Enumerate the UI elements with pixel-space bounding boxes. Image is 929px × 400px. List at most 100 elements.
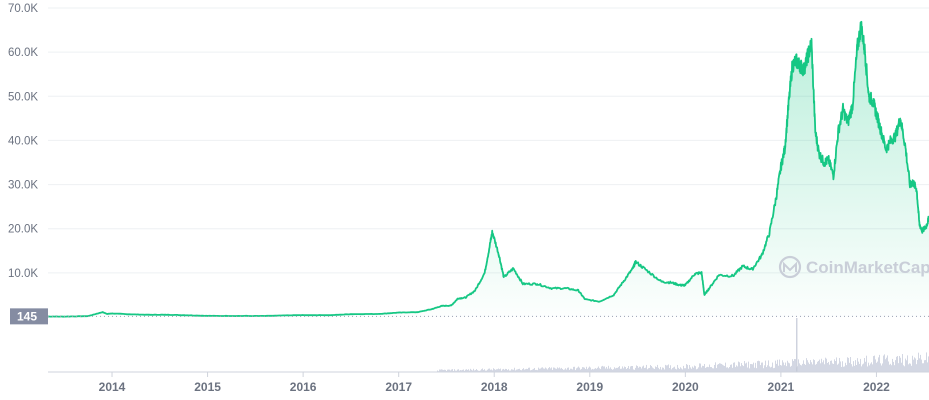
volume-bar (712, 368, 713, 372)
volume-bar (590, 367, 591, 372)
volume-bar (491, 369, 492, 372)
volume-bar (555, 368, 556, 372)
volume-bar (702, 365, 703, 372)
data-point (491, 231, 494, 233)
volume-bar (582, 367, 583, 372)
volume-bar (530, 370, 531, 372)
volume-bar (879, 354, 880, 372)
data-point (803, 69, 805, 71)
volume-bar (745, 363, 746, 372)
volume-bar (616, 367, 617, 372)
volume-bar (730, 364, 731, 372)
volume-bar (452, 369, 453, 372)
volume-bar (627, 367, 628, 372)
data-point (741, 265, 744, 268)
volume-bar (695, 366, 696, 372)
volume-bar (904, 366, 905, 372)
volume-bar (591, 369, 592, 372)
volume-bar (671, 369, 672, 372)
volume-bar (461, 370, 462, 372)
volume-bar (749, 368, 750, 372)
volume-bar (700, 363, 701, 372)
data-point (851, 104, 854, 106)
volume-bar (660, 366, 661, 372)
x-tick-label: 2021 (768, 380, 795, 394)
data-point (912, 181, 914, 184)
volume-bar (538, 367, 539, 372)
volume-bar (786, 366, 787, 372)
volume-bar (731, 364, 732, 372)
volume-bar (481, 369, 482, 372)
volume-bar (520, 369, 521, 372)
data-point (864, 51, 866, 53)
volume-bar (594, 368, 595, 372)
volume-bar (629, 368, 630, 372)
volume-bar (561, 367, 562, 372)
volume-bar (820, 363, 821, 372)
volume-bar (666, 365, 667, 372)
volume-bar (703, 365, 704, 372)
data-point (187, 314, 190, 317)
volume-bar (866, 355, 867, 372)
volume-bar (572, 369, 573, 372)
coinmarketcap-logo-mark (783, 261, 797, 272)
volume-bar (855, 360, 856, 372)
data-point (787, 104, 790, 106)
volume-bar (706, 367, 707, 372)
volume-bar (799, 363, 800, 372)
volume-bar (891, 365, 892, 372)
volume-bar (604, 366, 605, 372)
volume-bar (571, 368, 572, 372)
volume-bar (628, 365, 629, 372)
volume-bar (913, 359, 914, 372)
volume-bar (710, 367, 711, 372)
volume-bar (860, 358, 861, 372)
volume-bar (559, 367, 560, 372)
volume-bar (566, 369, 567, 372)
volume-bar (776, 363, 777, 372)
volume-bar (816, 363, 817, 372)
volume-bar (902, 354, 903, 372)
volume-bar (763, 368, 764, 372)
volume-bar (926, 352, 927, 372)
volume-bar (741, 363, 742, 372)
volume-bar (516, 369, 517, 372)
volume-bar (457, 369, 458, 372)
volume-bar (498, 368, 499, 372)
volume-bar (766, 367, 767, 372)
data-point (918, 223, 921, 226)
volume-bar (480, 370, 481, 372)
volume-bar (676, 369, 677, 372)
volume-bar (795, 359, 796, 372)
y-tick-label: 40.0K (8, 135, 38, 147)
volume-bar (477, 370, 478, 372)
volume-bar (694, 365, 695, 372)
volume-bar (662, 367, 663, 372)
data-point (925, 225, 927, 228)
data-point (646, 269, 648, 272)
data-point (791, 64, 794, 67)
volume-bar (506, 369, 507, 372)
data-point (101, 311, 104, 313)
volume-bar (714, 364, 715, 372)
volume-bar (649, 367, 650, 372)
data-point (450, 304, 453, 307)
volume-bar (584, 367, 585, 372)
volume-bar (611, 368, 612, 372)
volume-bar (526, 368, 527, 372)
volume-bar (659, 369, 660, 372)
volume-bar (465, 369, 466, 372)
volume-bar (877, 361, 878, 372)
volume-bar (858, 361, 859, 372)
volume-bar (637, 366, 638, 372)
volume-bar (501, 370, 502, 372)
volume-bar (760, 365, 761, 372)
data-point (106, 313, 108, 315)
data-point (168, 314, 171, 316)
volume-bar (511, 369, 512, 372)
data-point (612, 294, 615, 296)
volume-bar (862, 364, 863, 372)
data-point (894, 135, 897, 137)
volume-bar (447, 369, 448, 372)
volume-bar (615, 368, 616, 372)
